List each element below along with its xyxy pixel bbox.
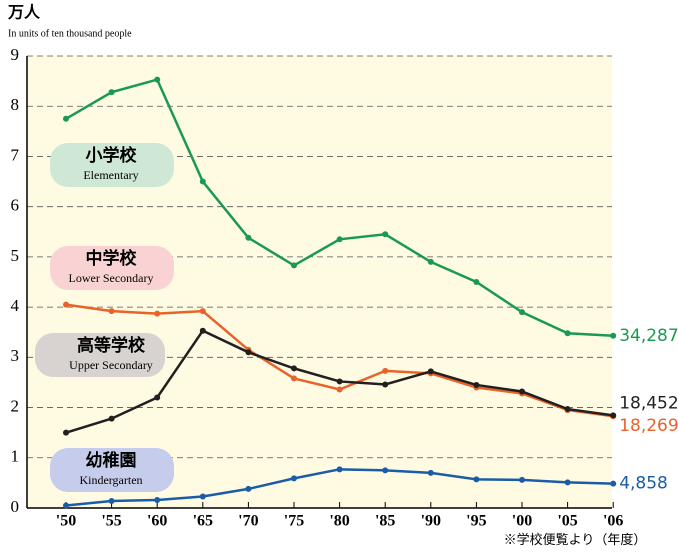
data-point (473, 381, 480, 388)
x-tick-label: '80 (329, 513, 349, 530)
data-point (63, 502, 69, 509)
x-tick-label: '55 (101, 513, 121, 530)
data-point (291, 475, 297, 482)
data-point (291, 262, 297, 269)
legend-label-en: Upper Secondary (69, 358, 153, 372)
data-point (199, 327, 206, 334)
data-point (336, 466, 343, 473)
x-tick-label: '00 (512, 513, 532, 530)
x-tick-label: '95 (466, 513, 486, 530)
x-tick-label: '75 (284, 513, 304, 530)
legend-box (35, 333, 165, 377)
data-point (473, 279, 480, 285)
y-tick-label: 6 (11, 196, 20, 215)
data-point (427, 469, 434, 476)
y-tick-label: 3 (11, 346, 20, 365)
value-label: 4,858 (619, 474, 668, 494)
data-point (610, 332, 617, 339)
data-point (154, 496, 161, 503)
value-label: 18,452 (619, 393, 678, 413)
legend-label: 幼稚園 (86, 450, 137, 470)
data-point (519, 476, 525, 483)
y-tick-label: 8 (11, 95, 20, 114)
data-point (473, 476, 480, 483)
data-point (564, 479, 571, 486)
source-note: ※学校便覧より（年度） (504, 532, 647, 547)
x-tick-label: '06 (603, 513, 623, 530)
legend-label-en: Kindergarten (79, 473, 142, 487)
data-point (382, 467, 389, 474)
legend-label: 高等学校 (77, 335, 146, 355)
legend-label-en: Elementary (83, 168, 138, 182)
data-point (63, 301, 69, 308)
data-point (108, 89, 115, 96)
data-point (336, 386, 343, 393)
data-point (199, 308, 206, 315)
x-tick-label: '85 (375, 513, 395, 530)
x-tick-label: '05 (557, 513, 577, 530)
data-point (564, 330, 571, 337)
value-label: 18,269 (619, 416, 678, 436)
y-tick-label: 1 (11, 447, 20, 466)
x-tick-label: '50 (56, 513, 76, 530)
y-tick-label: 7 (11, 145, 20, 164)
data-point (245, 349, 252, 356)
data-point (245, 485, 252, 492)
data-point (199, 493, 206, 500)
data-point (519, 309, 525, 316)
legend-box (50, 448, 174, 492)
data-point (154, 394, 161, 401)
data-point (336, 236, 343, 243)
data-point (610, 480, 617, 487)
y-tick-label: 4 (11, 296, 20, 315)
x-tick-label: '90 (421, 513, 441, 530)
x-tick-label: '70 (238, 513, 258, 530)
chart-subtitle: In units of ten thousand people (8, 28, 132, 39)
data-point (427, 258, 434, 265)
data-point (427, 368, 434, 375)
data-point (108, 497, 115, 504)
data-point (610, 412, 617, 419)
legend-box (50, 246, 174, 290)
y-tick-label: 2 (11, 396, 20, 415)
data-point (108, 415, 115, 422)
data-point (291, 375, 297, 382)
value-label: 34,287 (619, 326, 678, 346)
x-tick-label: '65 (193, 513, 213, 530)
y-tick-label: 0 (11, 497, 20, 516)
data-point (63, 429, 69, 436)
data-point (336, 378, 343, 385)
chart-title: 万人 (7, 4, 41, 22)
y-tick-label: 5 (11, 246, 20, 265)
data-point (108, 308, 115, 315)
data-point (564, 406, 571, 413)
x-tick-label: '60 (147, 513, 167, 530)
data-point (519, 388, 525, 395)
data-point (199, 178, 206, 185)
data-point (382, 231, 389, 238)
legend-label-en: Lower Secondary (69, 271, 154, 285)
legend-label: 中学校 (86, 248, 138, 268)
data-point (382, 367, 389, 374)
data-point (154, 76, 161, 83)
data-point (382, 381, 389, 388)
data-point (291, 365, 297, 372)
data-point (154, 310, 161, 317)
legend-label: 小学校 (86, 145, 138, 165)
legend-box (50, 143, 174, 187)
data-point (63, 115, 69, 122)
data-point (245, 234, 252, 241)
y-tick-label: 9 (11, 45, 20, 64)
